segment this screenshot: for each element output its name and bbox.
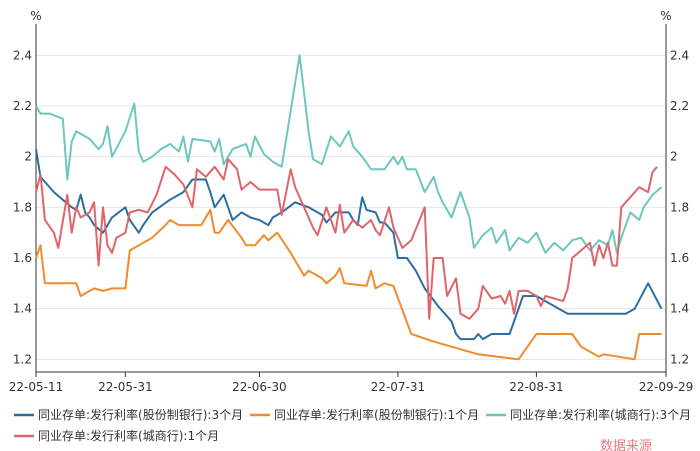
y-tick-label-left: 1.6 xyxy=(13,251,32,265)
x-tick-label: 22-07-31 xyxy=(371,380,425,394)
x-tick-label: 22-05-11 xyxy=(9,380,63,394)
series-line-1 xyxy=(35,148,663,341)
x-tick-label: 22-09-29 xyxy=(639,380,693,394)
x-tick-label: 22-08-31 xyxy=(509,380,563,394)
y-tick-label-right: 1.8 xyxy=(670,200,689,214)
y-tick-label-left: 1.2 xyxy=(13,352,32,366)
y-tick-label-right: 2 xyxy=(670,150,678,164)
y-unit-left: % xyxy=(30,9,41,23)
y-tick-label-right: 1.2 xyxy=(670,352,689,366)
y-tick-label-left: 1.8 xyxy=(13,200,32,214)
y-tick-label-right: 2.4 xyxy=(670,48,689,62)
series-line-4 xyxy=(35,158,658,320)
series-line-2 xyxy=(35,208,662,361)
series-line-3 xyxy=(35,54,663,254)
y-tick-label-left: 2 xyxy=(24,150,32,164)
legend-label: 同业存单:发行利率(城商行):1个月 xyxy=(38,428,219,443)
y-unit-right: % xyxy=(660,9,671,23)
x-tick-label: 22-06-30 xyxy=(232,380,286,394)
axis-layer: % % 1.2 1.2 1.4 1.4 1.6 1.6 1.8 1.8 2 2 2.2 2.2 2.4 2… xyxy=(9,9,693,394)
y-tick-label-right: 1.4 xyxy=(670,302,689,316)
x-tick-label: 22-05-31 xyxy=(98,380,152,394)
y-tick-label-right: 2.2 xyxy=(670,99,689,113)
legend-label: 同业存单:发行利率(城商行):3个月 xyxy=(510,407,691,422)
watermark: 数据来源 xyxy=(600,439,652,451)
legend-label: 同业存单:发行利率(股份制银行):1个月 xyxy=(274,407,479,422)
legend-label: 同业存单:发行利率(股份制银行):3个月 xyxy=(38,407,243,422)
y-tick-label-right: 1.6 xyxy=(670,251,689,265)
legend: 同业存单:发行利率(股份制银行):3个月 同业存单:发行利率(股份制银行):1个月… xyxy=(14,407,691,443)
y-tick-label-left: 1.4 xyxy=(13,302,32,316)
y-tick-label-left: 2.4 xyxy=(13,48,32,62)
series-layer xyxy=(35,54,663,361)
y-tick-label-left: 2.2 xyxy=(13,99,32,113)
